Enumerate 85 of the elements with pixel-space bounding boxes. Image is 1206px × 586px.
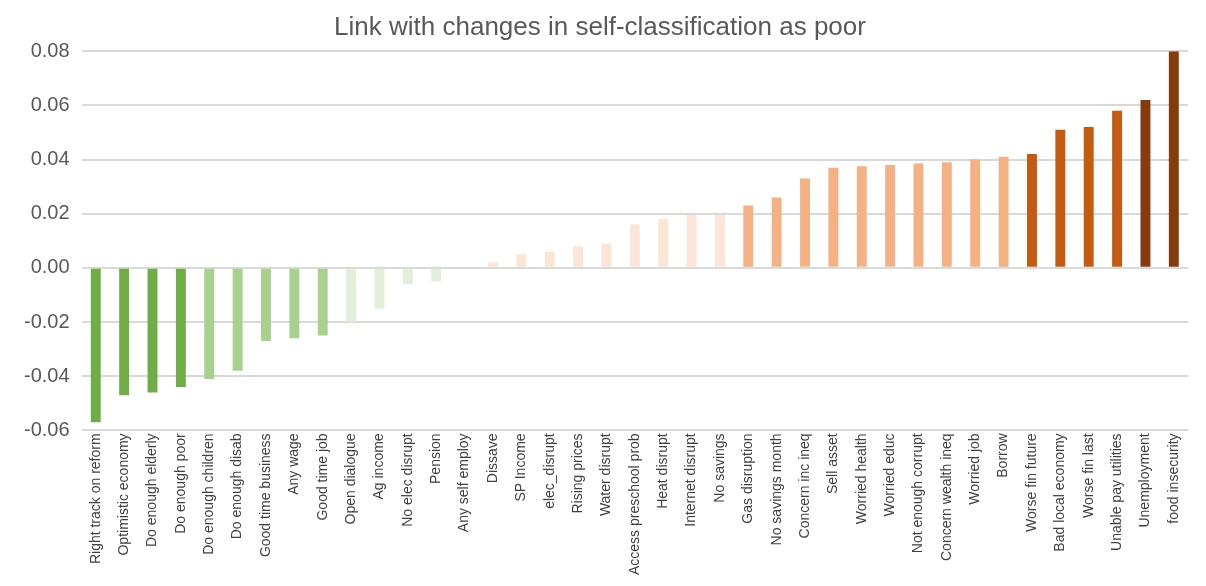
- x-tick-label: Concern wealth ineq: [937, 433, 954, 562]
- x-tick-label: Worse fin last: [1079, 433, 1096, 518]
- bar: [913, 163, 924, 267]
- y-tick-label: 0.08: [30, 38, 70, 61]
- y-tick-label: 0.00: [30, 255, 70, 278]
- bar: [1168, 51, 1179, 267]
- x-tick-label: Unemployment: [1136, 433, 1153, 528]
- x-tick-label: Optimistic economy: [115, 433, 131, 556]
- x-tick-label: Water disrupt: [597, 433, 614, 517]
- bar: [175, 268, 186, 388]
- x-tick-label: Gas disruption: [739, 433, 756, 524]
- x-tick-label: Sell asset: [824, 433, 841, 495]
- x-tick-label: Do enough children: [200, 433, 217, 555]
- bar: [686, 215, 697, 267]
- bar: [800, 178, 810, 267]
- bar: [743, 205, 754, 267]
- bar: [289, 268, 300, 339]
- x-tick-label: Dissave: [483, 433, 500, 484]
- bar: [346, 268, 357, 323]
- bar: [119, 268, 130, 396]
- bar: [1027, 154, 1037, 267]
- x-tick-label: Internet disrupt: [682, 433, 699, 527]
- x-tick-label: Rising prices: [568, 433, 585, 514]
- x-tick-label: Not enough corrupt: [909, 433, 926, 554]
- x-tick-label: Pension: [427, 433, 444, 484]
- x-tick-label: Access preschool prob: [625, 433, 642, 576]
- x-tick-label: Heat disrupt: [654, 433, 671, 509]
- bar: [90, 268, 101, 423]
- y-tick-label: 0.02: [30, 201, 70, 224]
- bar: [573, 246, 584, 267]
- x-tick-label: Any self employ: [455, 433, 472, 533]
- bar: [629, 224, 640, 267]
- x-tick-label: Any wage: [285, 433, 302, 495]
- bar: [998, 156, 1009, 267]
- bar: [516, 254, 527, 267]
- bar: [317, 268, 328, 336]
- bar: [601, 243, 612, 267]
- x-tick-label: Do enough poor: [171, 433, 188, 534]
- bar: [714, 215, 725, 267]
- x-tick-label: Good time job: [313, 433, 330, 521]
- chart-title: Link with changes in self-classification as poor: [334, 10, 867, 41]
- x-tick-label: No elec disrupt: [398, 433, 415, 527]
- bar: [885, 164, 896, 267]
- bar: [402, 268, 413, 285]
- x-tick-label: Good time business: [256, 433, 273, 558]
- bar: [544, 251, 555, 267]
- bar: [1140, 99, 1151, 267]
- x-tick-label: Unable pay utilities: [1107, 433, 1124, 551]
- bar: [828, 167, 839, 267]
- y-tick-label: 0.06: [30, 92, 70, 115]
- x-tick-label: Borrow: [994, 432, 1011, 478]
- bar: [1055, 129, 1066, 267]
- x-tick-label: Worried educ: [880, 433, 897, 517]
- bar: [970, 159, 981, 267]
- bar: [1083, 127, 1094, 267]
- bar: [431, 268, 442, 282]
- x-tick-label: No savings: [710, 433, 727, 503]
- bar: [658, 219, 669, 267]
- x-tick-label: Do enough elderly: [143, 433, 160, 548]
- x-tick-label: Do enough disab: [228, 433, 245, 540]
- bar: [204, 268, 215, 379]
- y-tick-label: 0.04: [30, 147, 70, 170]
- bar: [941, 162, 952, 267]
- bar: [771, 197, 782, 267]
- x-tick-label: Open dialogue: [341, 433, 358, 525]
- bar: [856, 166, 867, 267]
- x-tick-label: Ag income: [370, 433, 387, 500]
- x-tick-label: Worried health: [852, 433, 869, 525]
- bar: [1112, 110, 1123, 267]
- bar: [232, 268, 243, 371]
- x-tick-label: SP Income: [512, 433, 529, 502]
- x-tick-label: Right track on reform: [86, 433, 103, 565]
- x-tick-label: food insecurity: [1164, 433, 1181, 524]
- y-tick-label: -0.04: [23, 363, 70, 386]
- x-tick-label: Worse fin future: [1022, 433, 1039, 532]
- x-tick-label: Concern inc ineq: [795, 433, 812, 539]
- x-tick-label: elec_disrupt: [540, 433, 557, 509]
- x-tick-label: No savings month: [767, 433, 784, 546]
- x-tick-label: Worried job: [966, 433, 983, 505]
- bar: [147, 268, 158, 393]
- x-tick-label: Bad local economy: [1051, 433, 1068, 552]
- y-tick-label: -0.02: [23, 309, 70, 332]
- bar: [261, 268, 271, 341]
- bar: [487, 262, 498, 267]
- y-tick-label: -0.06: [23, 417, 70, 440]
